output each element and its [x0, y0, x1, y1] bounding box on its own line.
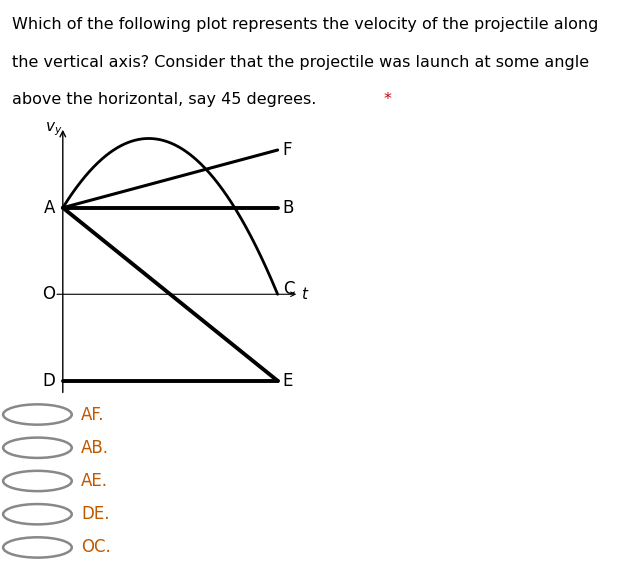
Text: E: E	[283, 372, 293, 390]
Text: O: O	[42, 285, 55, 304]
Text: AE.: AE.	[81, 472, 108, 490]
Text: the vertical axis? Consider that the projectile was launch at some angle: the vertical axis? Consider that the pro…	[12, 55, 590, 70]
Text: above the horizontal, say 45 degrees.: above the horizontal, say 45 degrees.	[12, 92, 322, 107]
Text: A: A	[44, 198, 55, 217]
Text: *: *	[384, 92, 392, 107]
Text: AB.: AB.	[81, 439, 109, 457]
Text: C: C	[283, 279, 295, 298]
Text: B: B	[283, 198, 294, 217]
Text: D: D	[42, 372, 55, 390]
Text: F: F	[283, 141, 292, 159]
Text: DE.: DE.	[81, 505, 110, 523]
Text: AF.: AF.	[81, 406, 105, 424]
Text: OC.: OC.	[81, 538, 111, 556]
Text: Which of the following plot represents the velocity of the projectile along: Which of the following plot represents t…	[12, 17, 599, 32]
Text: $t$: $t$	[301, 286, 310, 302]
Text: $v_y$: $v_y$	[45, 121, 62, 138]
